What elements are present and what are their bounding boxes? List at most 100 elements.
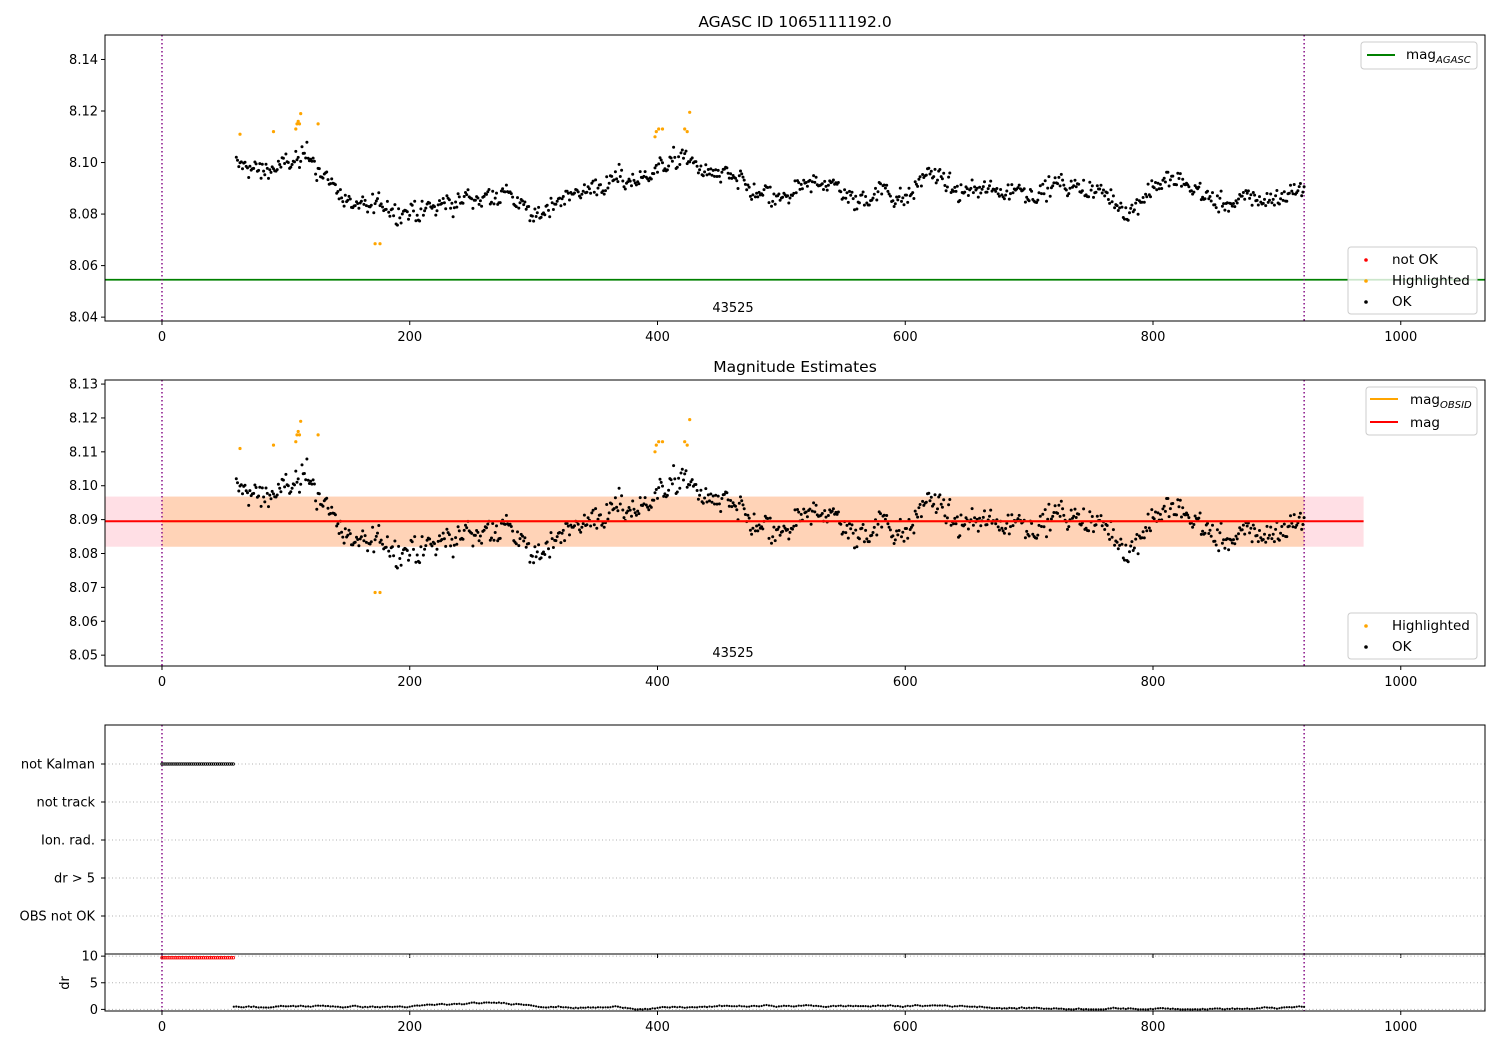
- ok-point: [699, 488, 703, 492]
- ok-point: [661, 161, 664, 165]
- dr-point: [1137, 1008, 1140, 1011]
- ok-point: [473, 198, 477, 202]
- ok-point: [886, 189, 890, 193]
- ok-point: [265, 166, 269, 170]
- ok-point: [933, 493, 937, 497]
- ok-point: [435, 547, 439, 551]
- ok-point: [476, 196, 480, 200]
- ok-point: [420, 535, 424, 539]
- ok-point: [867, 540, 871, 544]
- ok-point: [267, 176, 270, 180]
- ok-point: [550, 201, 554, 205]
- dr-point: [1062, 1007, 1065, 1011]
- dr-point: [532, 1004, 535, 1008]
- ok-point: [1005, 521, 1009, 525]
- dr-large-point: [182, 956, 186, 960]
- ok-point: [626, 180, 630, 184]
- ok-point: [689, 480, 693, 484]
- ok-point: [545, 540, 549, 544]
- x-tick-label: 1000: [1384, 330, 1417, 345]
- ok-point: [841, 196, 845, 200]
- ok-point: [695, 164, 699, 168]
- dr-large-point: [164, 956, 168, 960]
- ok-point: [440, 538, 444, 541]
- ok-point: [363, 198, 367, 202]
- dr-point: [1070, 1008, 1073, 1011]
- ok-point: [1040, 525, 1043, 528]
- ok-point: [737, 501, 741, 505]
- ok-point: [1203, 197, 1207, 201]
- ok-point: [253, 483, 257, 487]
- ok-point: [896, 198, 900, 202]
- dr-point: [1184, 1008, 1187, 1011]
- ok-point: [1004, 527, 1008, 530]
- legend-label-subscript: OBSID: [1440, 400, 1472, 411]
- ok-point: [939, 502, 943, 506]
- ok-point: [918, 175, 922, 179]
- ok-point: [1203, 531, 1207, 535]
- ok-point: [726, 498, 730, 502]
- ok-point: [329, 512, 332, 515]
- dr-point: [815, 1004, 818, 1007]
- ok-point: [1145, 195, 1149, 199]
- dr-point: [475, 1002, 478, 1005]
- dr-point: [715, 1005, 719, 1008]
- ok-point: [1206, 189, 1209, 193]
- dr-point: [1303, 1005, 1306, 1009]
- dr-point: [988, 1006, 991, 1009]
- ok-point: [1046, 186, 1050, 190]
- ok-point: [809, 522, 813, 526]
- ok-point: [307, 482, 311, 485]
- ok-point: [1077, 182, 1081, 186]
- dr-point: [837, 1004, 840, 1007]
- dr-point: [1191, 1008, 1194, 1011]
- ok-point: [1176, 498, 1180, 502]
- ok-point: [1042, 192, 1046, 196]
- ok-point: [836, 181, 840, 184]
- dr-point: [515, 1002, 518, 1006]
- ok-point: [872, 525, 876, 529]
- ok-point: [1223, 208, 1227, 212]
- ok-point: [1128, 550, 1131, 554]
- ok-point: [673, 155, 677, 159]
- ok-point: [1297, 185, 1301, 189]
- ok-point: [853, 546, 856, 550]
- dr-point: [755, 1005, 758, 1008]
- ok-point: [996, 525, 1000, 529]
- dr-point: [817, 1005, 820, 1008]
- ok-point: [452, 206, 456, 210]
- ok-point: [262, 495, 266, 499]
- ok-point: [613, 170, 617, 174]
- ok-point: [717, 502, 721, 506]
- dr-point: [361, 1006, 364, 1009]
- ok-point: [1056, 182, 1060, 186]
- dr-point: [976, 1006, 979, 1009]
- ok-point: [441, 531, 445, 535]
- ok-point: [958, 199, 962, 202]
- ok-point: [1274, 527, 1278, 531]
- dr-point: [832, 1004, 835, 1007]
- ok-point: [1269, 192, 1273, 196]
- ok-point: [981, 185, 985, 189]
- ok-point: [793, 508, 797, 512]
- dr-point: [344, 1006, 347, 1009]
- ok-point: [522, 539, 526, 543]
- ok-point: [268, 168, 272, 172]
- ok-point: [503, 190, 507, 194]
- y-tick-label: 8.06: [69, 615, 98, 630]
- ok-point: [978, 185, 982, 189]
- ok-point: [343, 193, 347, 197]
- dr-point: [681, 1006, 684, 1009]
- ok-point: [1053, 504, 1057, 508]
- ok-point: [658, 156, 662, 160]
- ok-point: [585, 523, 589, 527]
- dr-point: [708, 1005, 711, 1008]
- dr-point: [946, 1004, 949, 1007]
- dr-point: [483, 1001, 486, 1004]
- ok-point: [607, 181, 611, 185]
- legend-label-ok: OK: [1392, 294, 1413, 310]
- ok-point: [329, 182, 332, 186]
- ok-point: [1175, 183, 1178, 187]
- ok-point: [947, 175, 951, 179]
- ok-point: [947, 503, 951, 507]
